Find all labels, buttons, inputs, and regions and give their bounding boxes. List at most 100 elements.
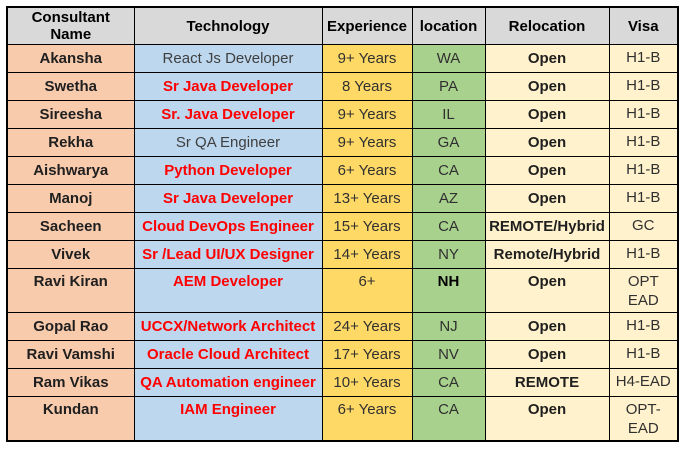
table-row: Manoj Sr Java Developer 13+ Years AZ Open H1-… [6, 184, 679, 213]
cell-location: CA [411, 396, 486, 441]
cell-visa: H4-EAD [608, 368, 679, 397]
table-row: Vivek Sr /Lead UI/UX Designer 14+ Years NY R… [6, 240, 679, 269]
header-visa: Visa [608, 6, 679, 45]
cell-location: CA [411, 156, 486, 185]
cell-experience: 13+ Years [321, 184, 413, 213]
cell-consultant-name: Ram Vikas [6, 368, 135, 397]
cell-visa: H1-B [608, 184, 679, 213]
cell-location: IL [411, 100, 486, 129]
cell-relocation: REMOTE [484, 368, 610, 397]
cell-relocation: Open [484, 72, 610, 101]
cell-visa: GC [608, 212, 679, 241]
header-technology: Technology [133, 6, 323, 45]
cell-visa: H1-B [608, 240, 679, 269]
cell-visa: H1-B [608, 156, 679, 185]
cell-technology: Sr Java Developer [133, 184, 323, 213]
hotlist-table: Consultant Name Technology Experience lo… [6, 6, 679, 442]
table-row: Gopal Rao UCCX/Network Architect 24+ Years… [6, 312, 679, 341]
cell-location: NY [411, 240, 486, 269]
cell-consultant-name: Kundan [6, 396, 135, 441]
header-relocation: Relocation [484, 6, 610, 45]
cell-technology: Python Developer [133, 156, 323, 185]
table-row: Ram Vikas QA Automation engineer 10+ Years… [6, 368, 679, 397]
table-row: Akansha React Js Developer 9+ Years WA Open H… [6, 44, 679, 73]
cell-visa: OPT- EAD [608, 396, 679, 441]
cell-technology: React Js Developer [133, 44, 323, 73]
table-row: Swetha Sr Java Developer 8 Years PA Open H1-B [6, 72, 679, 101]
table-row: Kundan IAM Engineer 6+ Years CA Open OPT- EAD [6, 396, 679, 441]
cell-technology: UCCX/Network Architect [133, 312, 323, 341]
cell-location: AZ [411, 184, 486, 213]
table-header-row: Consultant Name Technology Experience lo… [6, 6, 679, 45]
cell-relocation: REMOTE/Hybrid [484, 212, 610, 241]
cell-experience: 9+ Years [321, 44, 413, 73]
cell-location: WA [411, 44, 486, 73]
cell-technology: Sr QA Engineer [133, 128, 323, 157]
cell-relocation: Open [484, 100, 610, 129]
cell-experience: 9+ Years [321, 128, 413, 157]
cell-consultant-name: Manoj [6, 184, 135, 213]
cell-relocation: Open [484, 156, 610, 185]
table-row: Rekha Sr QA Engineer 9+ Years GA Open H1-B [6, 128, 679, 157]
cell-location: NJ [411, 312, 486, 341]
header-experience: Experience [321, 6, 413, 45]
table-body: Akansha React Js Developer 9+ Years WA Open H… [6, 44, 679, 441]
header-consultant-name: Consultant Name [6, 6, 135, 45]
cell-location: NV [411, 340, 486, 369]
cell-technology: QA Automation engineer [133, 368, 323, 397]
cell-consultant-name: Akansha [6, 44, 135, 73]
cell-experience: 8 Years [321, 72, 413, 101]
cell-visa: H1-B [608, 128, 679, 157]
cell-relocation: Open [484, 128, 610, 157]
cell-experience: 6+ Years [321, 396, 413, 441]
cell-experience: 10+ Years [321, 368, 413, 397]
cell-consultant-name: Sireesha [6, 100, 135, 129]
cell-technology: Cloud DevOps Engineer [133, 212, 323, 241]
cell-visa: OPT EAD [608, 268, 679, 313]
cell-consultant-name: Swetha [6, 72, 135, 101]
cell-relocation: Open [484, 312, 610, 341]
cell-visa: H1-B [608, 72, 679, 101]
cell-consultant-name: Aishwarya [6, 156, 135, 185]
cell-visa: H1-B [608, 100, 679, 129]
table-row: Sireesha Sr. Java Developer 9+ Years IL Open… [6, 100, 679, 129]
cell-relocation: Open [484, 396, 610, 441]
cell-location: CA [411, 368, 486, 397]
cell-location: PA [411, 72, 486, 101]
cell-relocation: Open [484, 340, 610, 369]
cell-experience: 24+ Years [321, 312, 413, 341]
table-row: Aishwarya Python Developer 6+ Years CA Open H… [6, 156, 679, 185]
cell-experience: 6+ [321, 268, 413, 313]
cell-technology: AEM Developer [133, 268, 323, 313]
cell-location: CA [411, 212, 486, 241]
cell-relocation: Open [484, 184, 610, 213]
cell-consultant-name: Ravi Kiran [6, 268, 135, 313]
table-row: Ravi Kiran AEM Developer 6+ NH Open OPT EAD [6, 268, 679, 313]
cell-consultant-name: Sacheen [6, 212, 135, 241]
cell-experience: 9+ Years [321, 100, 413, 129]
cell-technology: Oracle Cloud Architect [133, 340, 323, 369]
cell-relocation: Remote/Hybrid [484, 240, 610, 269]
cell-experience: 6+ Years [321, 156, 413, 185]
cell-consultant-name: Rekha [6, 128, 135, 157]
cell-experience: 17+ Years [321, 340, 413, 369]
cell-consultant-name: Gopal Rao [6, 312, 135, 341]
cell-technology: IAM Engineer [133, 396, 323, 441]
cell-visa: H1-B [608, 340, 679, 369]
cell-relocation: Open [484, 44, 610, 73]
cell-location: NH [411, 268, 486, 313]
cell-consultant-name: Vivek [6, 240, 135, 269]
cell-technology: Sr. Java Developer [133, 100, 323, 129]
header-location: location [411, 6, 486, 45]
table-row: Ravi Vamshi Oracle Cloud Architect 17+ Yea… [6, 340, 679, 369]
cell-experience: 14+ Years [321, 240, 413, 269]
cell-relocation: Open [484, 268, 610, 313]
table-row: Sacheen Cloud DevOps Engineer 15+ Years CA R… [6, 212, 679, 241]
cell-consultant-name: Ravi Vamshi [6, 340, 135, 369]
cell-experience: 15+ Years [321, 212, 413, 241]
cell-visa: H1-B [608, 44, 679, 73]
cell-technology: Sr Java Developer [133, 72, 323, 101]
cell-location: GA [411, 128, 486, 157]
cell-technology: Sr /Lead UI/UX Designer [133, 240, 323, 269]
